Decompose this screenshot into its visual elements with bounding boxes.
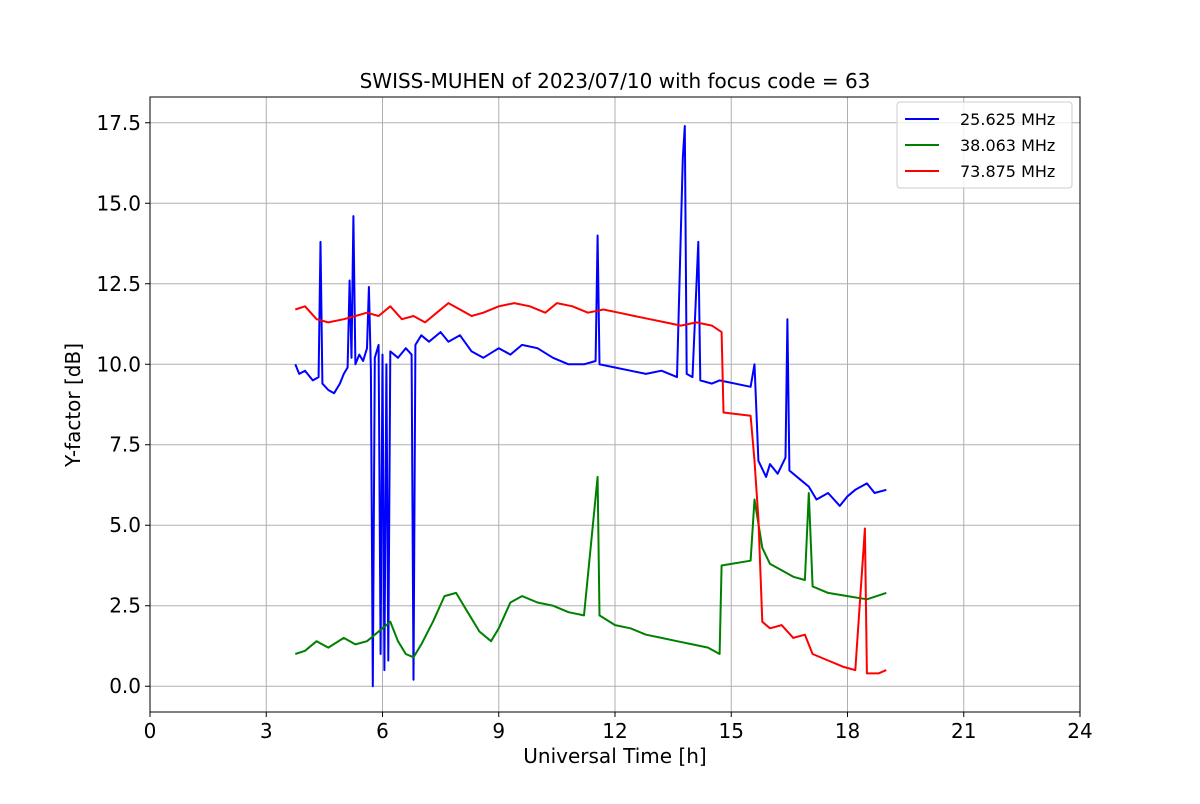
x-tick-label: 24 xyxy=(1067,719,1092,743)
y-tick-label: 0.0 xyxy=(109,674,141,698)
x-tick-label: 15 xyxy=(719,719,744,743)
series-line-1 xyxy=(294,125,887,688)
y-tick-label: 5.0 xyxy=(109,513,141,537)
x-tick-label: 18 xyxy=(835,719,860,743)
series-layer xyxy=(294,125,887,688)
legend-label: 73.875 MHz xyxy=(960,162,1055,181)
y-axis-ticks: 0.0 2.5 5.0 7.5 10.0 12.5 15.0 17.5 xyxy=(96,111,150,698)
chart-title: SWISS-MUHEN of 2023/07/10 with focus cod… xyxy=(360,69,871,93)
y-tick-label: 17.5 xyxy=(96,111,141,135)
y-tick-label: 2.5 xyxy=(109,594,141,618)
x-axis-label: Universal Time [h] xyxy=(523,744,706,768)
y-tick-label: 15.0 xyxy=(96,191,141,215)
y-axis-label: Y-factor [dB] xyxy=(61,343,85,468)
x-tick-label: 9 xyxy=(492,719,505,743)
x-tick-label: 0 xyxy=(144,719,157,743)
x-tick-label: 12 xyxy=(602,719,627,743)
x-tick-label: 6 xyxy=(376,719,389,743)
y-tick-label: 7.5 xyxy=(109,433,141,457)
series-line-2 xyxy=(294,475,887,659)
legend-label: 25.625 MHz xyxy=(960,110,1055,129)
y-tick-label: 10.0 xyxy=(96,352,141,376)
y-tick-label: 12.5 xyxy=(96,272,141,296)
legend-items: 25.625 MHz 38.063 MHz 73.875 MHz xyxy=(905,110,1055,181)
legend: 25.625 MHz 38.063 MHz 73.875 MHz xyxy=(896,101,1073,189)
legend-box xyxy=(896,101,1073,189)
x-tick-label: 21 xyxy=(951,719,976,743)
series-line-3 xyxy=(294,302,887,675)
x-axis-ticks: 0 3 6 9 12 15 18 21 24 xyxy=(144,712,1093,743)
legend-label: 38.063 MHz xyxy=(960,136,1055,155)
x-tick-label: 3 xyxy=(260,719,273,743)
